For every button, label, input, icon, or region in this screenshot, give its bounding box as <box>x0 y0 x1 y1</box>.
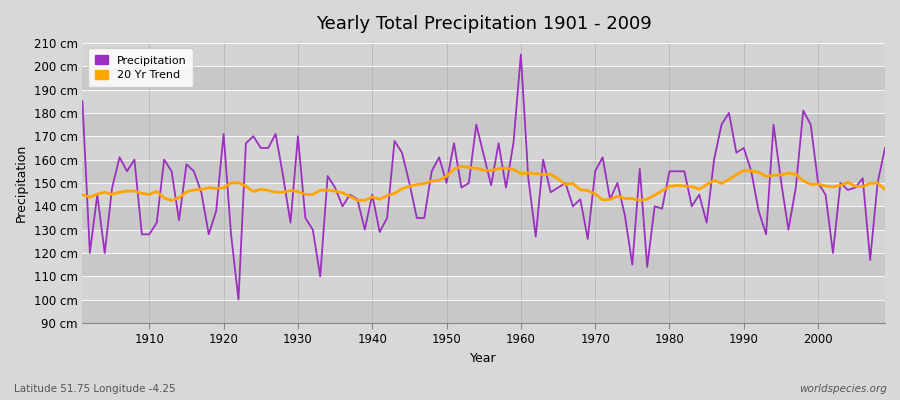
20 Yr Trend <box>619 196 630 201</box>
Precipitation <box>233 297 244 302</box>
X-axis label: Year: Year <box>471 352 497 365</box>
Precipitation <box>137 232 148 237</box>
20 Yr Trend <box>530 171 541 176</box>
Precipitation <box>77 99 88 104</box>
20 Yr Trend <box>300 192 310 197</box>
Bar <box>83 160 885 183</box>
Bar <box>83 230 885 253</box>
Bar <box>83 300 885 323</box>
20 Yr Trend <box>456 164 467 169</box>
Bar <box>83 253 885 276</box>
Precipitation <box>308 227 319 232</box>
Bar <box>83 206 885 230</box>
Line: Precipitation: Precipitation <box>83 54 885 300</box>
20 Yr Trend <box>352 198 363 203</box>
20 Yr Trend <box>137 191 148 196</box>
Text: worldspecies.org: worldspecies.org <box>798 384 886 394</box>
Line: 20 Yr Trend: 20 Yr Trend <box>83 166 885 200</box>
Precipitation <box>879 146 890 150</box>
Bar <box>83 136 885 160</box>
Bar <box>83 183 885 206</box>
Title: Yearly Total Precipitation 1901 - 2009: Yearly Total Precipitation 1901 - 2009 <box>316 15 652 33</box>
Precipitation <box>352 197 363 202</box>
Legend: Precipitation, 20 Yr Trend: Precipitation, 20 Yr Trend <box>88 48 194 87</box>
Bar <box>83 113 885 136</box>
Precipitation <box>619 213 630 218</box>
20 Yr Trend <box>523 171 534 176</box>
Bar <box>83 43 885 66</box>
20 Yr Trend <box>345 194 356 199</box>
Text: Latitude 51.75 Longitude -4.25: Latitude 51.75 Longitude -4.25 <box>14 384 176 394</box>
Precipitation <box>523 176 534 181</box>
Bar <box>83 90 885 113</box>
Y-axis label: Precipitation: Precipitation <box>15 144 28 222</box>
Bar <box>83 66 885 90</box>
20 Yr Trend <box>77 192 88 197</box>
Precipitation <box>530 234 541 239</box>
Bar <box>83 276 885 300</box>
Precipitation <box>516 52 526 57</box>
20 Yr Trend <box>879 187 890 192</box>
